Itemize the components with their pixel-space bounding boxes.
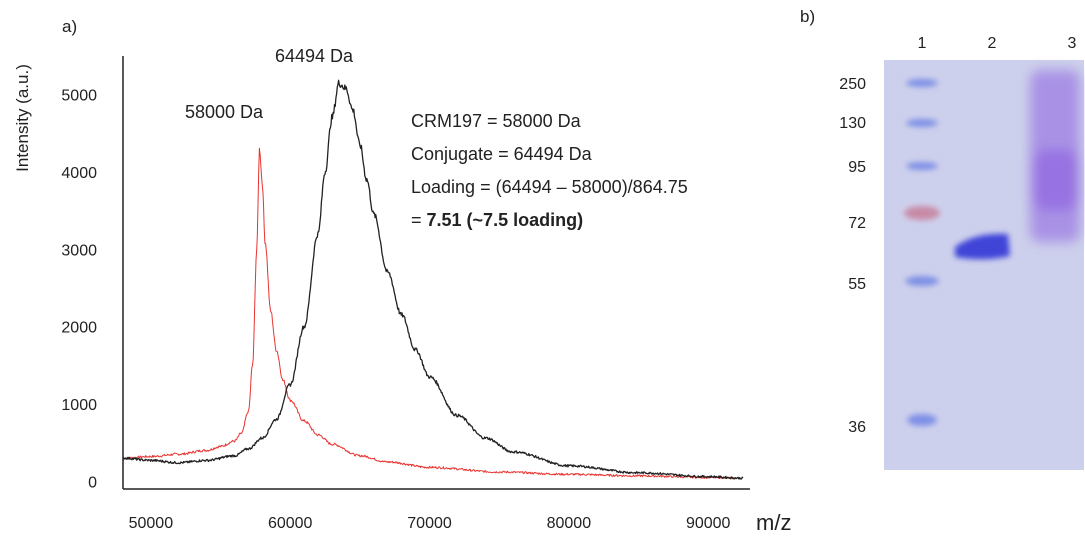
marker-label-36: 36: [848, 419, 866, 436]
loading-annotation: CRM197 = 58000 Da Conjugate = 64494 Da L…: [411, 111, 688, 230]
panel-a-label: a): [62, 17, 77, 36]
series-line-conjugate: [122, 79, 744, 480]
marker-band-250: [906, 79, 938, 87]
marker-label-130: 130: [839, 115, 866, 132]
annotation-line-4: = 7.51 (~7.5 loading): [411, 210, 583, 230]
y-tick-label: 3000: [61, 242, 97, 259]
annotation-line-4-result: 7.51 (~7.5 loading): [427, 210, 584, 230]
plot-area: [122, 56, 750, 490]
y-tick-label: 1000: [61, 397, 97, 414]
y-tick-label: 2000: [61, 320, 97, 337]
marker-band-55: [905, 276, 939, 286]
sds-page-gel: [884, 60, 1084, 470]
conjugate-smear-core: [1034, 150, 1078, 210]
x-tick-label: 80000: [547, 515, 592, 532]
y-tick-labels: 0 1000 2000 3000 4000 5000: [61, 88, 97, 492]
annotation-line-1: CRM197 = 58000 Da: [411, 111, 582, 131]
lane-label-2: 2: [988, 35, 997, 52]
lane-label-1: 1: [918, 35, 927, 52]
marker-band-130: [906, 119, 938, 127]
x-axis-label: m/z: [756, 510, 791, 535]
panel-b-label: b): [800, 7, 815, 26]
marker-band-36: [907, 414, 937, 426]
annotation-line-4-prefix: =: [411, 210, 427, 230]
marker-label-72: 72: [848, 215, 866, 232]
annotation-line-3: Loading = (64494 – 58000)/864.75: [411, 177, 688, 197]
marker-labels: 250 130 95 72 55 36: [839, 76, 866, 436]
x-tick-label: 70000: [407, 515, 452, 532]
marker-band-95: [906, 162, 938, 170]
y-axis-label: Intensity (a.u.): [13, 64, 32, 172]
y-tick-label: 0: [88, 474, 97, 491]
y-tick-label: 4000: [61, 165, 97, 182]
annotation-line-2: Conjugate = 64494 Da: [411, 144, 593, 164]
peak-label-crm197: 58000 Da: [185, 102, 264, 122]
x-tick-labels: 50000 60000 70000 80000 90000: [129, 515, 731, 532]
lane-labels: 1 2 3: [918, 35, 1077, 52]
lane-label-3: 3: [1068, 35, 1077, 52]
y-tick-label: 5000: [61, 88, 97, 105]
marker-band-72: [904, 206, 940, 220]
crm197-band: [955, 233, 1010, 260]
lane-3-bands: [1030, 70, 1080, 242]
marker-label-95: 95: [848, 159, 866, 176]
x-tick-label: 60000: [268, 515, 313, 532]
series-group: [122, 79, 744, 480]
lane-2-bands: [955, 233, 1010, 260]
ladder-lane: [904, 79, 940, 426]
peak-label-conjugate: 64494 Da: [275, 46, 354, 66]
marker-label-250: 250: [839, 76, 866, 93]
marker-label-55: 55: [848, 276, 866, 293]
x-tick-label: 50000: [129, 515, 174, 532]
x-tick-label: 90000: [686, 515, 731, 532]
series-line-crm197: [122, 147, 744, 480]
